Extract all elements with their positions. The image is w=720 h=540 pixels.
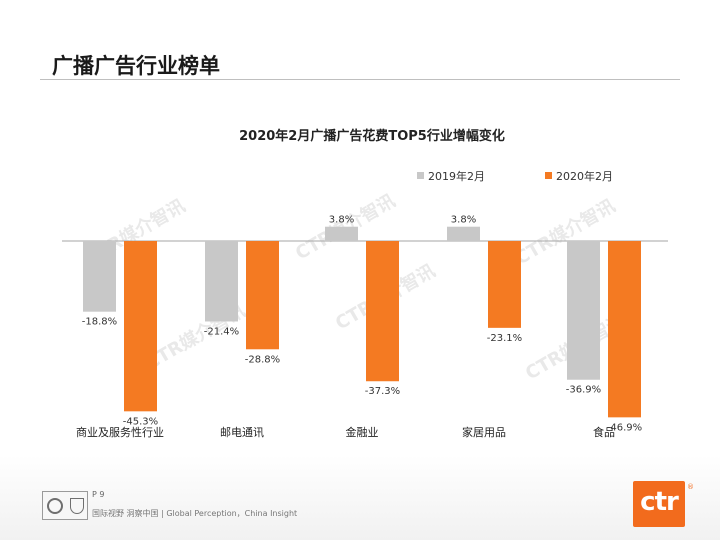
bar-2020-0	[124, 241, 157, 412]
bar-2019-3	[447, 226, 480, 241]
data-label-2019-1: -21.4%	[204, 326, 239, 337]
ctr-logo: ctr	[633, 481, 685, 527]
data-label-2019-3: 3.8%	[451, 215, 476, 226]
bar-2020-1	[246, 241, 279, 350]
bar-2020-3	[488, 241, 521, 328]
category-label-2: 金融业	[346, 425, 379, 439]
bar-2019-2	[325, 226, 358, 241]
data-label-2020-4: -46.9%	[607, 422, 642, 433]
bar-2019-4	[567, 241, 600, 380]
watermark-text: CTR媒介智讯	[512, 195, 619, 270]
legend-label-2019: 2019年2月	[428, 169, 485, 183]
bar-2019-0	[83, 241, 116, 312]
chart-legend: 2019年2月 2020年2月	[417, 169, 613, 183]
legend-label-2020: 2020年2月	[556, 169, 613, 183]
data-label-2020-3: -23.1%	[487, 333, 522, 344]
shield-icon	[69, 497, 84, 514]
category-label-4: 食品	[593, 425, 615, 439]
data-label-2019-2: 3.8%	[329, 215, 354, 226]
data-label-2020-2: -37.3%	[365, 386, 400, 397]
certification-badge	[42, 491, 88, 520]
footer-band	[0, 455, 720, 540]
data-label-2019-4: -36.9%	[566, 385, 601, 396]
watermark-group: CTR媒介智讯 CTR媒介智讯 CTR媒介智讯 CTR媒介智讯 CTR媒介智讯 …	[82, 190, 629, 385]
chart-category-labels: 商业及服务性行业 邮电通讯 金融业 家居用品 食品	[76, 425, 615, 439]
bar-2020-2	[366, 241, 399, 382]
chart-value-labels: -18.8% -45.3% -21.4% -28.8% 3.8% -37.3% 3.8% -2…	[82, 215, 642, 434]
category-label-3: 家居用品	[462, 425, 506, 439]
legend-swatch-2020	[545, 172, 552, 179]
footer-slogan: 国际视野 洞察中国 | Global Perception，China Insi…	[92, 509, 298, 518]
title-divider	[40, 79, 680, 80]
bar-2020-4	[608, 241, 641, 418]
category-label-0: 商业及服务性行业	[76, 425, 164, 439]
registered-mark: ®	[687, 483, 694, 491]
category-label-1: 邮电通讯	[220, 426, 264, 439]
page-title: 广播广告行业榜单	[52, 54, 220, 78]
data-label-2020-1: -28.8%	[245, 354, 280, 365]
page-number: P 9	[92, 490, 105, 499]
ctr-logo-text: ctr	[640, 487, 679, 517]
chart-bars	[83, 226, 641, 418]
legend-swatch-2019	[417, 172, 424, 179]
data-label-2019-0: -18.8%	[82, 317, 117, 328]
seal-icon	[46, 497, 63, 514]
data-label-2020-0: -45.3%	[123, 416, 158, 427]
chart-title: 2020年2月广播广告花费TOP5行业增幅变化	[239, 128, 505, 144]
bar-2019-1	[205, 241, 238, 322]
